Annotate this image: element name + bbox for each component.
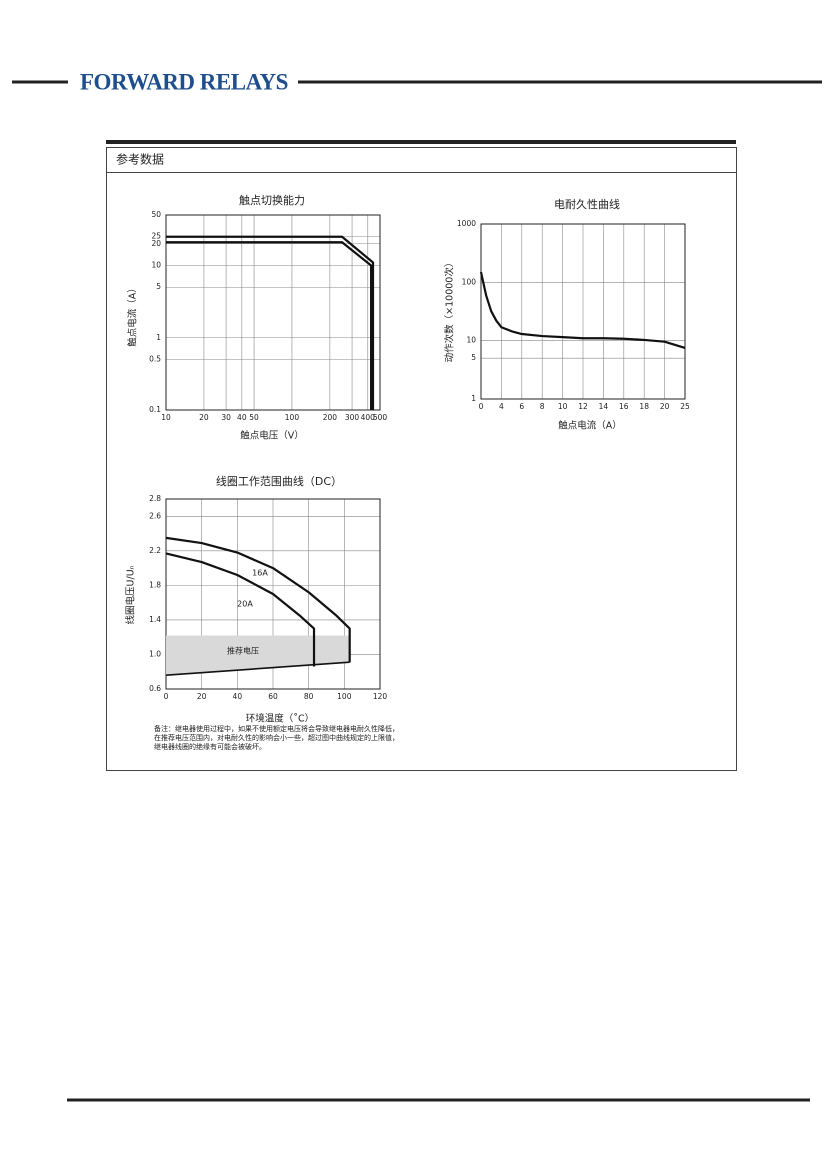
x-tick-label: 14 — [599, 402, 609, 411]
x-tick-label: 6 — [519, 402, 524, 411]
x-tick-label: 400 — [361, 413, 376, 422]
note: 备注：继电器使用过程中，如果不使用额定电压将会导致继电器电耐久性降低，在推荐电压… — [154, 725, 399, 751]
y-tick-label: 5 — [471, 353, 476, 362]
y-axis-label: 动作次数（×10000次） — [444, 258, 456, 363]
x-tick-label: 20 — [199, 413, 209, 422]
y-tick-label: 1 — [156, 333, 161, 342]
x-tick-label: 16 — [619, 402, 629, 411]
y-axis-label: 触点电流（A） — [127, 283, 139, 347]
x-tick-label: 12 — [578, 402, 588, 411]
y-tick-label: 1000 — [457, 219, 476, 228]
x-tick-label: 0 — [164, 692, 169, 701]
section-title: 参考数据 — [116, 152, 164, 167]
x-tick-label: 40 — [233, 692, 243, 701]
chart-title: 触点切换能力 — [239, 193, 305, 207]
x-tick-label: 500 — [373, 413, 388, 422]
curve — [166, 235, 375, 410]
y-tick-label: 2.8 — [149, 494, 161, 503]
x-tick-label: 18 — [639, 402, 649, 411]
x-tick-label: 120 — [373, 692, 388, 701]
x-tick-label: 8 — [540, 402, 545, 411]
curve — [166, 241, 373, 410]
curve — [165, 552, 316, 667]
x-tick-label: 25 — [680, 402, 690, 411]
x-tick-label: 4 — [499, 402, 504, 411]
x-tick-label: 300 — [345, 413, 360, 422]
x-tick-label: 50 — [249, 413, 259, 422]
x-tick-label: 200 — [323, 413, 338, 422]
y-tick-label: 1.0 — [149, 649, 161, 658]
curve-label: 16A — [252, 569, 268, 578]
y-tick-label: 10 — [466, 336, 476, 345]
y-tick-label: 2.2 — [149, 546, 161, 555]
x-axis-label: 环境温度（˚C） — [246, 713, 314, 725]
x-tick-label: 30 — [221, 413, 231, 422]
y-tick-label: 0.1 — [149, 405, 161, 414]
y-tick-label: 5 — [156, 282, 161, 291]
x-axis-label: 触点电流（A） — [558, 420, 622, 432]
x-tick-label: 10 — [558, 402, 568, 411]
x-tick-label: 0 — [479, 402, 484, 411]
x-tick-label: 100 — [337, 692, 352, 701]
x-tick-label: 10 — [161, 413, 171, 422]
curve — [165, 536, 351, 663]
y-tick-label: 100 — [462, 277, 477, 286]
x-tick-label: 100 — [285, 413, 300, 422]
y-tick-label: 0.5 — [149, 354, 161, 363]
x-tick-label: 20 — [660, 402, 670, 411]
x-tick-label: 80 — [304, 692, 314, 701]
x-axis-label: 触点电压（V） — [240, 430, 304, 442]
y-tick-label: 20 — [151, 239, 161, 248]
curve — [479, 271, 686, 350]
x-tick-label: 20 — [197, 692, 207, 701]
y-tick-label: 1.4 — [149, 615, 161, 624]
chart-title: 线圈工作范围曲线（DC） — [216, 474, 342, 488]
brand: FORWARD RELAYS — [80, 69, 288, 94]
x-tick-label: 60 — [268, 692, 278, 701]
section-box — [106, 147, 737, 771]
plot-frame — [165, 498, 381, 690]
curve-label: 20A — [237, 600, 253, 609]
x-tick-label: 40 — [237, 413, 247, 422]
y-tick-label: 2.6 — [149, 511, 161, 520]
region-lower-line — [165, 661, 350, 676]
y-tick-label: 1 — [471, 394, 476, 403]
plot-frame — [480, 223, 686, 400]
y-axis-label: 线圈电压U/Uₙ — [125, 565, 137, 624]
y-tick-label: 10 — [151, 261, 161, 270]
plot-frame — [165, 214, 381, 411]
region-label: 推荐电压 — [227, 646, 259, 656]
y-tick-label: 0.6 — [149, 684, 161, 693]
y-tick-label: 1.8 — [149, 580, 161, 589]
chart-title: 电耐久性曲线 — [554, 197, 620, 211]
y-tick-label: 25 — [151, 232, 161, 241]
y-tick-label: 50 — [151, 210, 161, 219]
